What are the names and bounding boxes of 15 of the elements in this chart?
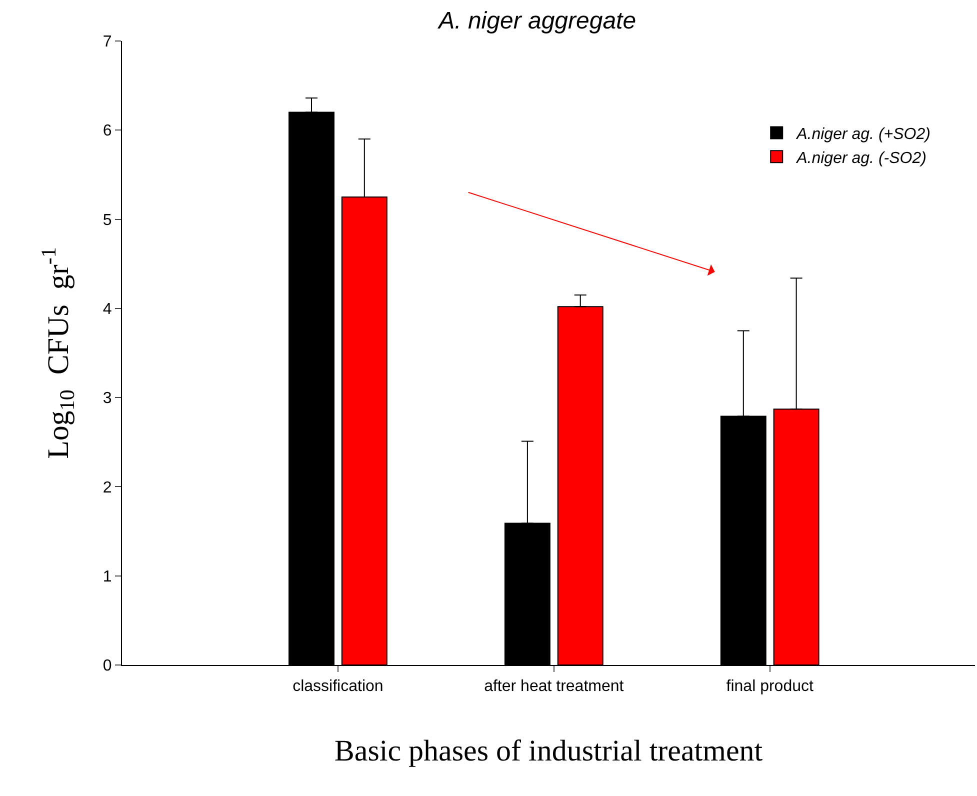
x-axis-title: Basic phases of industrial treatment <box>334 734 764 768</box>
y-tick-label: 3 <box>102 390 112 408</box>
y-tick-label: 1 <box>102 568 112 586</box>
y-tick-label: 7 <box>102 34 112 51</box>
x-tick-label: after heat treatment <box>484 678 624 696</box>
y-tick-label: 0 <box>102 658 112 675</box>
legend-label: A.niger ag. (+SO2) <box>796 126 930 144</box>
legend-label: A.niger ag. (-SO2) <box>796 150 926 167</box>
y-tick-label: 2 <box>102 479 112 496</box>
chart-title: A. niger aggregate <box>436 8 636 35</box>
x-tick-label: classification <box>292 678 384 696</box>
x-tick-label: final product <box>726 678 814 696</box>
y-tick-label: 5 <box>102 212 112 229</box>
y-tick-label: 4 <box>102 301 112 318</box>
y-tick-label: 6 <box>102 122 112 140</box>
